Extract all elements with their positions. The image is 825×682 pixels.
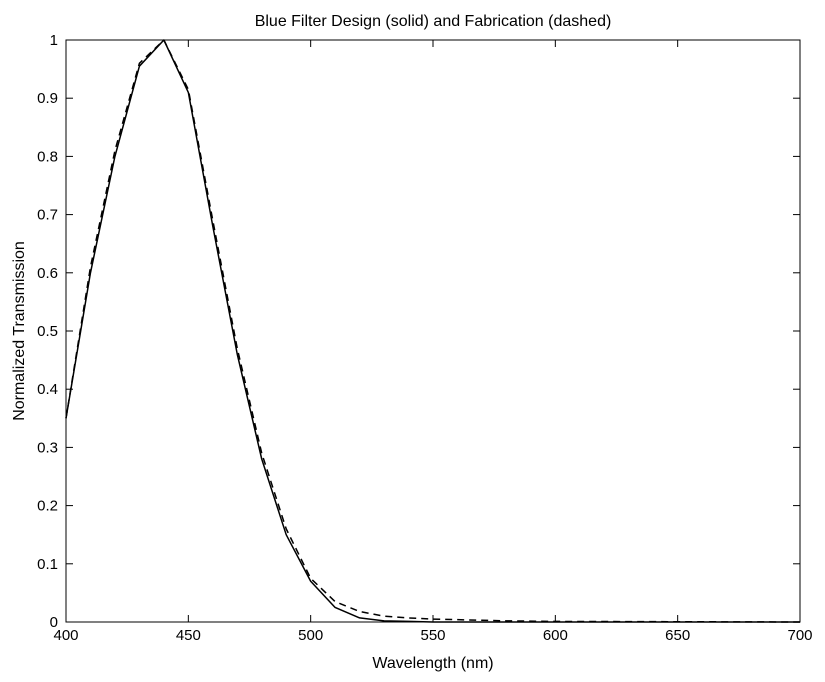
y-tick-label: 0.5 xyxy=(37,323,58,340)
plot-frame xyxy=(65,39,801,623)
y-axis-ticks: 0 0.1 0.2 0.3 0.4 0.5 0.6 0.7 0.8 0.9 1 xyxy=(37,32,800,631)
x-tick-label: 600 xyxy=(543,627,568,644)
y-tick-label: 0.4 xyxy=(37,381,58,398)
series-layer xyxy=(65,39,801,623)
x-tick-label: 500 xyxy=(298,627,323,644)
y-tick-label: 0.1 xyxy=(37,556,58,573)
y-axis-label: Normalized Transmission xyxy=(11,241,28,421)
x-axis-label: Wavelength (nm) xyxy=(372,655,493,672)
y-tick-label: 0.8 xyxy=(37,148,58,165)
y-tick-label: 0 xyxy=(50,614,58,631)
x-tick-label: 450 xyxy=(176,627,201,644)
y-tick-label: 0.7 xyxy=(37,207,58,224)
y-tick-label: 0.6 xyxy=(37,265,58,282)
fabrication-dashed-line xyxy=(65,39,801,623)
y-tick-label: 0.2 xyxy=(37,498,58,515)
design-solid-line xyxy=(65,39,800,623)
y-tick-label: 0.9 xyxy=(37,90,58,107)
y-tick-label: 0.3 xyxy=(37,439,58,456)
x-tick-label: 400 xyxy=(53,627,78,644)
x-tick-label: 650 xyxy=(665,627,690,644)
x-axis-ticks: 400 450 500 550 600 650 700 xyxy=(53,40,813,644)
x-tick-label: 700 xyxy=(787,627,812,644)
y-tick-label: 1 xyxy=(50,32,58,49)
plot-area-border xyxy=(65,39,801,623)
x-tick-label: 550 xyxy=(420,627,445,644)
chart-title: Blue Filter Design (solid) and Fabricati… xyxy=(255,13,612,30)
